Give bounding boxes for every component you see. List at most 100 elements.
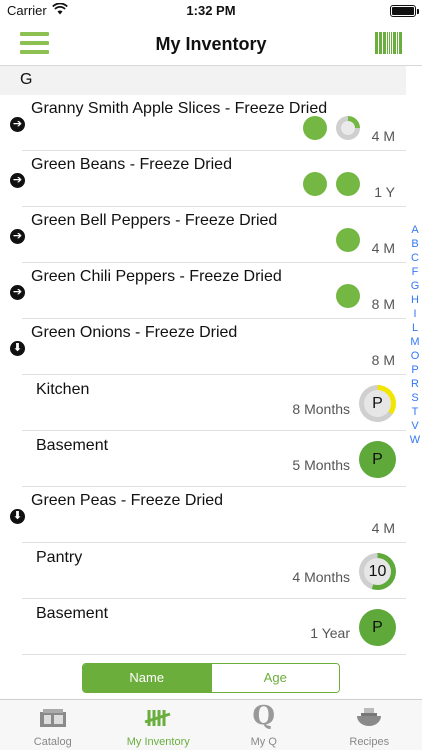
index-letter-p[interactable]: P bbox=[411, 364, 419, 376]
item-age: 1 Y bbox=[374, 184, 395, 200]
location-age: 4 Months bbox=[292, 569, 350, 585]
quantity-dots bbox=[336, 228, 360, 252]
row-divider bbox=[22, 430, 406, 431]
status-bar: Carrier 1:32 PM bbox=[0, 0, 422, 22]
item-age: 8 M bbox=[371, 352, 395, 368]
full-unit-indicator bbox=[336, 228, 360, 252]
item-name: Green Onions - Freeze Dried bbox=[31, 324, 238, 341]
index-letter-b[interactable]: B bbox=[411, 238, 419, 250]
item-name: Granny Smith Apple Slices - Freeze Dried bbox=[31, 100, 328, 117]
page-title: My Inventory bbox=[155, 34, 267, 54]
location-row[interactable]: Kitchen 8 Months P bbox=[0, 375, 406, 431]
inventory-row-expanded[interactable]: ⬇ Green Onions - Freeze Dried 8 M bbox=[0, 319, 406, 375]
sort-segmented-control[interactable]: Name Age bbox=[82, 663, 340, 693]
barcode-scan-icon[interactable] bbox=[375, 32, 403, 54]
full-unit-indicator bbox=[303, 116, 327, 140]
full-unit-indicator bbox=[303, 172, 327, 196]
index-letter-a[interactable]: A bbox=[411, 224, 419, 236]
arrow-right-icon[interactable]: ➔ bbox=[10, 173, 25, 188]
location-row[interactable]: Basement 5 Months P bbox=[0, 431, 406, 487]
item-name: Green Beans - Freeze Dried bbox=[31, 156, 232, 173]
badge-label: P bbox=[372, 619, 383, 636]
battery-icon bbox=[390, 5, 419, 17]
location-age: 1 Year bbox=[310, 625, 350, 641]
index-letter-h[interactable]: H bbox=[411, 294, 419, 306]
row-divider bbox=[22, 486, 406, 487]
arrow-down-icon[interactable]: ⬇ bbox=[10, 509, 25, 524]
arrow-right-icon[interactable]: ➔ bbox=[10, 285, 25, 300]
location-row[interactable]: Basement 1 Year P bbox=[0, 599, 406, 655]
row-divider bbox=[22, 150, 406, 151]
row-divider bbox=[22, 206, 406, 207]
index-letter-w[interactable]: W bbox=[409, 434, 421, 446]
tab-my-inventory[interactable]: My Inventory bbox=[106, 700, 212, 750]
menu-icon[interactable] bbox=[20, 32, 49, 54]
badge-label: P bbox=[364, 390, 391, 417]
tab-my-q[interactable]: Q My Q bbox=[211, 700, 317, 750]
index-letter-m[interactable]: M bbox=[410, 336, 420, 348]
wifi-icon bbox=[52, 2, 68, 18]
tab-recipes[interactable]: Recipes bbox=[317, 700, 422, 750]
item-age: 8 M bbox=[371, 296, 395, 312]
row-divider bbox=[22, 374, 406, 375]
index-letter-s[interactable]: S bbox=[411, 392, 419, 404]
section-letter: G bbox=[20, 71, 33, 88]
location-name: Pantry bbox=[36, 549, 83, 566]
quantity-dots bbox=[303, 116, 360, 140]
item-name: Green Peas - Freeze Dried bbox=[31, 492, 224, 509]
row-divider bbox=[22, 318, 406, 319]
fill-level-badge[interactable]: P bbox=[359, 441, 396, 478]
tab-catalog[interactable]: Catalog bbox=[0, 700, 106, 750]
location-name: Kitchen bbox=[36, 381, 90, 398]
location-name: Basement bbox=[36, 605, 109, 622]
catalog-icon bbox=[38, 706, 68, 735]
arrow-right-icon[interactable]: ➔ bbox=[10, 117, 25, 132]
index-letter-g[interactable]: G bbox=[410, 280, 420, 292]
navigation-bar: My Inventory bbox=[0, 22, 422, 66]
inventory-row[interactable]: ➔ Green Bell Peppers - Freeze Dried 4 M bbox=[0, 207, 406, 263]
index-letter-i[interactable]: I bbox=[413, 308, 417, 320]
bowl-icon bbox=[354, 706, 384, 735]
index-letter-t[interactable]: T bbox=[411, 406, 419, 418]
quantity-dots bbox=[303, 172, 360, 196]
inventory-row[interactable]: ➔ Granny Smith Apple Slices - Freeze Dri… bbox=[0, 95, 406, 151]
full-unit-indicator bbox=[336, 172, 360, 196]
item-name: Green Bell Peppers - Freeze Dried bbox=[31, 212, 278, 229]
arrow-down-icon[interactable]: ⬇ bbox=[10, 341, 25, 356]
badge-label: 10 bbox=[364, 558, 391, 585]
section-header: G bbox=[0, 66, 406, 95]
row-divider bbox=[22, 654, 406, 655]
fill-level-badge[interactable]: P bbox=[359, 609, 396, 646]
index-letter-o[interactable]: O bbox=[410, 350, 420, 362]
index-letter-f[interactable]: F bbox=[411, 266, 419, 278]
index-letter-r[interactable]: R bbox=[411, 378, 419, 390]
inventory-row[interactable]: ➔ Green Beans - Freeze Dried 1 Y bbox=[0, 151, 406, 207]
inventory-row-expanded[interactable]: ⬇ Green Peas - Freeze Dried 4 M bbox=[0, 487, 406, 543]
sort-by-age-segment[interactable]: Age bbox=[210, 664, 339, 692]
arrow-right-icon[interactable]: ➔ bbox=[10, 229, 25, 244]
location-name: Basement bbox=[36, 437, 109, 454]
tab-label: Recipes bbox=[349, 736, 390, 748]
tab-label: Catalog bbox=[33, 736, 72, 748]
badge-label: P bbox=[372, 451, 383, 468]
index-letter-c[interactable]: C bbox=[411, 252, 419, 264]
sort-by-name-segment[interactable]: Name bbox=[83, 664, 211, 692]
item-name: Green Chili Peppers - Freeze Dried bbox=[31, 268, 282, 285]
location-row[interactable]: Pantry 4 Months 10 bbox=[0, 543, 406, 599]
partial-unit-indicator bbox=[336, 116, 360, 140]
carrier-label: Carrier bbox=[7, 3, 47, 18]
inventory-row[interactable]: ➔ Green Chili Peppers - Freeze Dried 8 M bbox=[0, 263, 406, 319]
fill-level-badge[interactable]: P bbox=[359, 385, 396, 422]
index-letter-v[interactable]: V bbox=[411, 420, 419, 432]
index-letter-l[interactable]: L bbox=[411, 322, 419, 334]
tab-label: My Q bbox=[250, 736, 277, 748]
item-age: 4 M bbox=[371, 128, 395, 144]
tab-label: My Inventory bbox=[126, 736, 190, 748]
row-divider bbox=[22, 542, 406, 543]
row-divider bbox=[22, 262, 406, 263]
item-age: 4 M bbox=[371, 240, 395, 256]
fill-level-badge[interactable]: 10 bbox=[359, 553, 396, 590]
q-icon: Q bbox=[252, 701, 276, 731]
tally-icon bbox=[143, 706, 173, 735]
